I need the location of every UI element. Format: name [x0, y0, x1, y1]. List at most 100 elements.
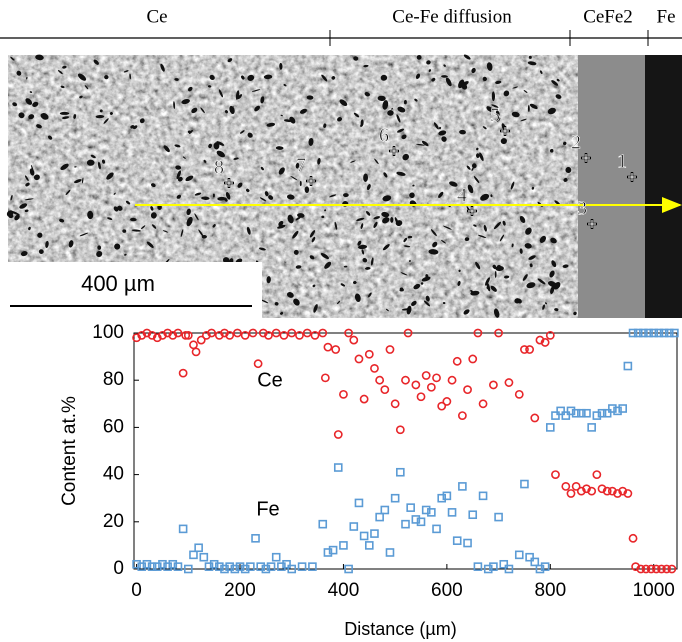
pore — [93, 59, 99, 65]
pore — [32, 101, 39, 108]
scale-label: 400 µm — [81, 271, 155, 296]
pore — [321, 74, 328, 82]
pore — [162, 230, 169, 233]
ce-marker — [631, 562, 641, 572]
pore — [297, 213, 305, 218]
pore — [391, 107, 393, 110]
pore — [495, 110, 500, 117]
pore — [396, 114, 401, 123]
pore — [278, 220, 284, 227]
fe-marker — [432, 524, 441, 534]
pore — [406, 305, 412, 315]
pore — [317, 157, 321, 165]
ce-marker — [302, 328, 312, 338]
ce-marker — [173, 328, 183, 338]
pore — [212, 193, 215, 198]
pore — [57, 70, 63, 75]
ce-marker — [344, 328, 354, 338]
pore — [360, 223, 364, 229]
pore — [320, 252, 330, 260]
pore — [551, 260, 557, 268]
point-cross — [501, 127, 509, 135]
pore — [117, 205, 123, 211]
pore — [340, 283, 346, 287]
fe-marker — [375, 512, 384, 522]
fe-marker — [261, 564, 271, 574]
pore — [496, 265, 501, 269]
pore — [420, 282, 424, 285]
ce-marker — [411, 380, 421, 390]
ce-marker — [545, 330, 555, 340]
region-label: Ce — [146, 6, 167, 27]
ce-marker — [566, 489, 576, 498]
pore — [523, 90, 528, 94]
fe-marker — [349, 522, 359, 531]
ce-marker — [504, 378, 514, 387]
pore — [180, 229, 184, 238]
fe-marker — [308, 562, 317, 571]
fe-marker — [370, 529, 379, 538]
ce-marker — [494, 328, 503, 338]
fe-marker — [163, 562, 172, 571]
ce-marker — [561, 481, 571, 491]
pore — [283, 83, 287, 87]
pore — [395, 220, 403, 227]
pore — [10, 56, 15, 61]
pore — [356, 217, 365, 222]
ce-marker — [432, 373, 441, 383]
pore — [467, 184, 474, 194]
fe-marker — [535, 564, 545, 574]
fe-marker — [463, 538, 472, 548]
pore — [312, 284, 316, 288]
pore — [213, 142, 220, 150]
ce-marker — [279, 330, 289, 340]
ce-marker — [607, 486, 617, 496]
pore — [528, 255, 536, 260]
ce-marker — [271, 328, 281, 338]
ce-marker — [142, 328, 152, 338]
ce-marker — [571, 481, 581, 491]
ce-marker — [287, 328, 297, 338]
fe-marker — [644, 328, 653, 338]
fe-marker — [256, 562, 266, 571]
pore — [223, 197, 228, 202]
pore — [475, 261, 481, 270]
pore — [308, 137, 314, 146]
pore — [216, 141, 225, 146]
ce-marker — [181, 330, 191, 340]
x-tick-label: 0 — [131, 580, 142, 601]
pore — [287, 214, 294, 224]
pore — [401, 134, 407, 140]
pore — [476, 147, 479, 151]
pore — [380, 74, 388, 81]
region-label: Fe — [657, 6, 676, 27]
fe-marker — [566, 406, 576, 416]
pore — [411, 300, 417, 306]
pore — [286, 194, 295, 200]
pore — [486, 106, 494, 113]
pore — [62, 116, 70, 120]
pore — [528, 55, 532, 59]
pore — [548, 281, 557, 288]
fe-marker — [602, 408, 612, 418]
plot-frame — [133, 332, 678, 570]
ce-marker — [375, 375, 385, 385]
pore — [35, 54, 44, 61]
fe-marker — [246, 562, 255, 571]
fe-marker — [452, 536, 462, 545]
ce-marker — [168, 330, 178, 340]
pore — [517, 298, 522, 304]
pore — [337, 117, 343, 122]
point-label: 6 — [379, 125, 389, 147]
pore — [441, 239, 446, 244]
pore — [511, 111, 520, 118]
pore — [263, 74, 273, 80]
ce-marker — [349, 335, 359, 345]
pore — [182, 156, 186, 159]
pore — [529, 103, 538, 110]
pore — [402, 153, 409, 161]
pore — [415, 73, 421, 79]
pore — [416, 54, 422, 60]
pore — [491, 104, 499, 108]
pore — [84, 85, 89, 90]
